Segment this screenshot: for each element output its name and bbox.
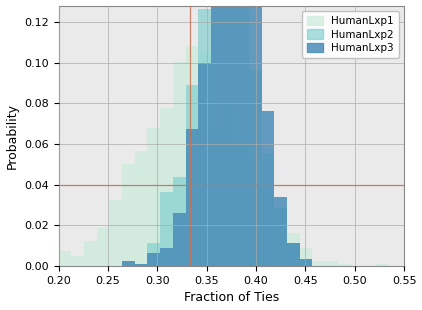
Bar: [262, 111, 274, 266]
Bar: [59, 251, 71, 266]
Bar: [109, 200, 122, 266]
Bar: [376, 264, 389, 266]
Bar: [198, 9, 211, 266]
Bar: [287, 243, 300, 266]
Bar: [262, 192, 274, 266]
Bar: [312, 261, 325, 266]
Bar: [287, 243, 300, 266]
Bar: [274, 207, 287, 266]
Bar: [211, 0, 224, 266]
Bar: [287, 233, 300, 266]
Bar: [147, 254, 160, 266]
Bar: [122, 261, 135, 266]
Legend: HumanLxp1, HumanLxp2, HumanLxp3: HumanLxp1, HumanLxp2, HumanLxp3: [302, 11, 399, 58]
Bar: [274, 208, 287, 266]
Bar: [325, 261, 338, 266]
Bar: [236, 0, 249, 266]
Bar: [160, 108, 173, 266]
Bar: [135, 151, 147, 266]
Bar: [122, 164, 135, 266]
Bar: [198, 54, 211, 266]
Bar: [249, 159, 262, 266]
Bar: [186, 46, 198, 266]
Bar: [186, 86, 198, 266]
Bar: [135, 264, 147, 266]
Y-axis label: Probability: Probability: [5, 103, 19, 169]
X-axis label: Fraction of Ties: Fraction of Ties: [184, 291, 279, 304]
Bar: [147, 128, 160, 266]
Bar: [300, 259, 312, 266]
Bar: [224, 0, 236, 266]
Bar: [211, 0, 224, 266]
Bar: [97, 228, 109, 266]
Bar: [71, 256, 84, 266]
Bar: [249, 70, 262, 266]
Bar: [135, 264, 147, 266]
Bar: [262, 154, 274, 266]
Bar: [211, 128, 224, 266]
Bar: [198, 63, 211, 266]
Bar: [160, 193, 173, 266]
Bar: [249, 0, 262, 266]
Bar: [173, 62, 186, 266]
Bar: [186, 129, 198, 266]
Bar: [224, 105, 236, 266]
Bar: [173, 177, 186, 266]
Bar: [338, 264, 351, 266]
Bar: [84, 241, 97, 266]
Bar: [173, 213, 186, 266]
Bar: [147, 243, 160, 266]
Bar: [300, 259, 312, 266]
Bar: [236, 0, 249, 266]
Bar: [160, 248, 173, 266]
Bar: [122, 261, 135, 266]
Bar: [274, 197, 287, 266]
Bar: [224, 0, 236, 266]
Bar: [236, 144, 249, 266]
Bar: [300, 248, 312, 266]
